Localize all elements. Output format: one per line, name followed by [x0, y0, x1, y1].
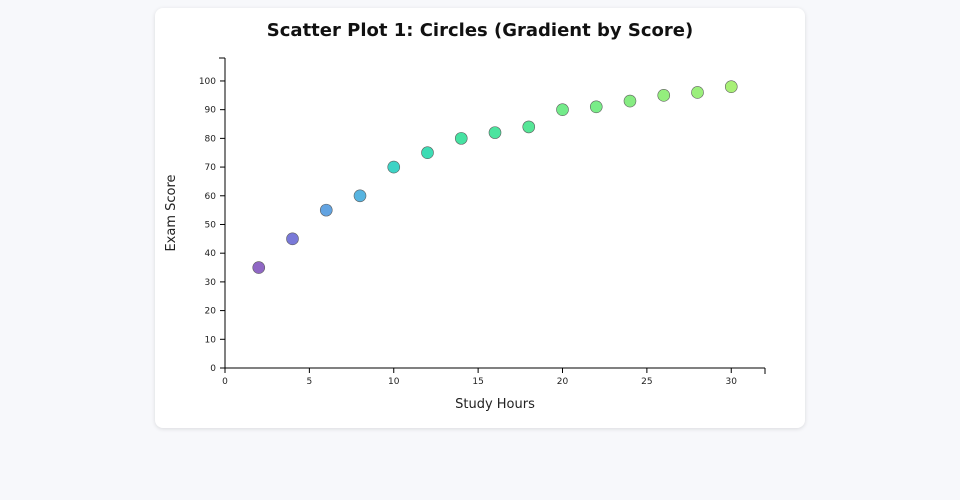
data-point	[421, 146, 434, 160]
data-point	[522, 120, 536, 134]
x-axis: 0 5 10 15 20 25 30	[222, 367, 766, 387]
x-tick-label: 20	[557, 377, 569, 387]
data-point	[454, 132, 468, 145]
y-tick-label: 40	[205, 249, 217, 259]
y-tick-label: 30	[205, 278, 217, 288]
data-point	[556, 103, 569, 116]
y-tick-label: 90	[205, 106, 217, 116]
x-tick-label: 10	[388, 377, 400, 387]
chart-title: Scatter Plot 1: Circles (Gradient by Sco…	[266, 20, 694, 41]
y-axis-label: Exam Score	[164, 174, 179, 251]
y-axis: 0 10 20 30 40 50 60 70 80 90 100	[199, 57, 226, 374]
y-tick-label: 20	[205, 307, 217, 317]
y-tick-label: 10	[205, 335, 217, 345]
data-points	[252, 80, 738, 274]
x-tick-label: 0	[222, 377, 228, 387]
data-point	[724, 80, 738, 94]
data-point	[488, 126, 502, 139]
data-point	[353, 189, 367, 203]
y-tick-label: 80	[205, 134, 217, 144]
data-point	[387, 160, 401, 174]
scatter-plot: 0 5 10 15 20 25 30 0 10 20 30 40 50 60 70 80 90 100 Stud…	[164, 57, 766, 412]
data-point	[623, 94, 637, 108]
y-tick-label: 0	[210, 364, 216, 374]
data-point	[657, 89, 671, 102]
x-axis-label: Study Hours	[455, 397, 535, 412]
data-point	[319, 203, 333, 217]
data-point	[252, 261, 266, 274]
x-tick-label: 5	[307, 377, 313, 387]
y-tick-label: 60	[205, 192, 217, 202]
x-tick-label: 30	[726, 377, 738, 387]
y-tick-label: 70	[205, 163, 217, 173]
chart-card: Scatter Plot 1: Circles (Gradient by Sco…	[155, 8, 805, 428]
data-point	[286, 232, 299, 246]
x-tick-label: 25	[641, 377, 652, 387]
data-point	[691, 86, 704, 99]
y-tick-label: 50	[205, 220, 217, 230]
data-point	[589, 100, 603, 114]
x-tick-label: 15	[472, 377, 483, 387]
y-tick-label: 100	[199, 77, 216, 87]
